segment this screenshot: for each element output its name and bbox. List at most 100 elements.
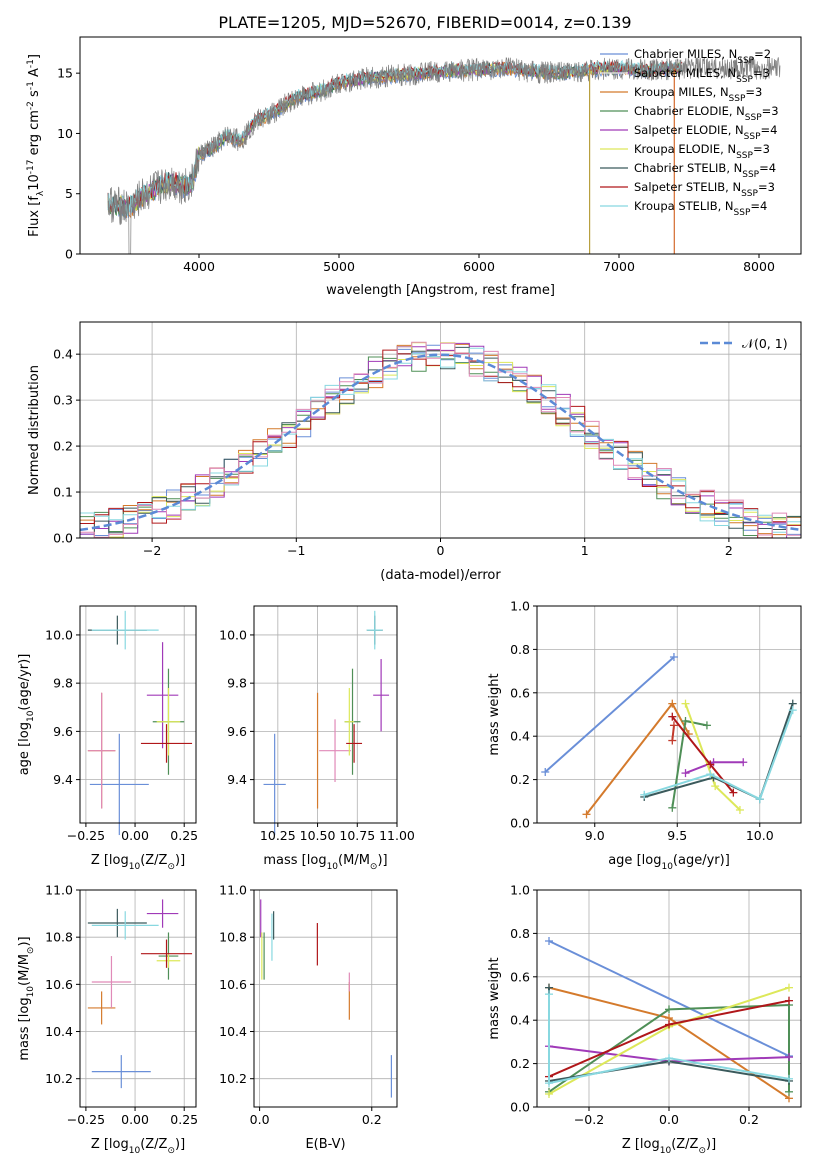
- weight-series-marker: [739, 758, 748, 767]
- legend-label: Chabrier MILES, NSSP=2: [634, 47, 771, 66]
- weight-series-marker: [668, 712, 677, 721]
- model-spectrum-line: [107, 65, 683, 219]
- y-tick-label: 9.6: [53, 724, 73, 739]
- errorbar-point: [140, 724, 193, 763]
- x-tick-label: −0.2: [574, 1112, 604, 1127]
- y-axis-label: Flux [fλ10-17 erg cm-2 s-1 A-1]: [26, 54, 46, 237]
- weight-series-marker: [640, 790, 649, 799]
- errorbar-point: [87, 908, 147, 938]
- x-tick-label: 10.0: [746, 828, 774, 843]
- x-tick-label: 0.25: [170, 828, 198, 843]
- residual-histogram: [80, 347, 801, 533]
- weight-series-marker: [785, 996, 793, 1005]
- weight-series-marker: [665, 1020, 673, 1029]
- y-tick-label: 0.4: [510, 729, 530, 744]
- y-tick-label: 10.8: [219, 930, 247, 945]
- weight-series-marker: [665, 1054, 673, 1063]
- legend-label: Kroupa MILES, NSSP=3: [634, 85, 762, 104]
- x-axis-label: wavelength [Angstrom, rest frame]: [326, 283, 555, 298]
- x-tick-label: 0.2: [362, 1112, 382, 1127]
- weight-series-marker: [681, 699, 690, 708]
- weight-series-line: [685, 761, 744, 775]
- errorbar-point: [263, 733, 286, 836]
- panel-weight_vs_age: 9.0 9.5 10.0 0.0 0.2 0.4 0.6 0.8 1.0 age [log10(a…: [487, 599, 802, 872]
- x-tick-label: 4000: [183, 259, 215, 274]
- weight-series-marker: [735, 805, 744, 814]
- errorbar-point: [346, 724, 363, 763]
- weight-series-marker: [702, 721, 711, 730]
- y-tick-label: 11.0: [45, 883, 73, 898]
- weight-series-marker: [788, 706, 797, 715]
- y-tick-label: 5: [65, 186, 73, 201]
- panel-age_vs_mass: 10.25 10.50 10.75 11.00 9.4 9.6 9.8 10.0 mass [l…: [219, 605, 415, 872]
- axes-frame: [253, 605, 398, 824]
- weight-series-marker: [668, 736, 677, 745]
- errorbar-point: [140, 939, 193, 968]
- y-tick-label: 9.4: [53, 772, 73, 787]
- weight-series-line: [548, 994, 790, 1085]
- errorbar-point: [91, 911, 159, 940]
- x-axis-label: age [log10(age/yr)]: [608, 853, 730, 872]
- errorbar-point: [91, 956, 132, 1008]
- y-tick-label: 0.8: [510, 926, 530, 941]
- y-tick-label: 0.2: [510, 772, 530, 787]
- y-tick-label: 9.6: [227, 724, 247, 739]
- weight-series-marker: [681, 769, 690, 778]
- y-tick-label: 1.0: [510, 883, 530, 898]
- y-tick-label: 10: [57, 126, 73, 141]
- weight-series-marker: [582, 810, 591, 819]
- legend-label: Salpeter MILES, NSSP=3: [634, 66, 770, 85]
- weight-series-marker: [669, 721, 678, 730]
- x-tick-label: 0.0: [250, 1112, 270, 1127]
- figure-title: PLATE=1205, MJD=52670, FIBERID=0014, z=0…: [218, 13, 631, 32]
- errorbar-point: [156, 687, 181, 756]
- weight-series-marker: [785, 983, 793, 992]
- x-axis-label: mass [log10(M/M⊙)]: [263, 853, 387, 872]
- model-spectrum-line: [107, 62, 683, 217]
- weight-series-marker: [711, 782, 720, 791]
- plot-area-mass_vs_ebv: [260, 899, 392, 1098]
- y-tick-label: 10.0: [219, 627, 247, 642]
- x-tick-label: 2: [725, 543, 733, 558]
- plot-area-weight_vs_Z: [545, 936, 793, 1103]
- x-tick-label: −2: [143, 543, 161, 558]
- y-axis-label: age [log10(age/yr)]: [17, 654, 36, 776]
- y-tick-label: 10.2: [219, 1071, 247, 1086]
- errorbar-point: [91, 610, 159, 650]
- errorbar-point: [87, 692, 116, 809]
- legend-label: Salpeter ELODIE, NSSP=4: [634, 123, 777, 142]
- weight-series-marker: [785, 1087, 793, 1096]
- x-axis-label: Z [log10(Z/Z⊙)]: [91, 1137, 185, 1156]
- x-tick-label: 0.0: [659, 1112, 679, 1127]
- weight-series-line: [548, 940, 790, 1057]
- y-tick-label: 10.6: [45, 977, 73, 992]
- y-tick-label: 10.6: [219, 977, 247, 992]
- y-tick-label: 0.6: [510, 685, 530, 700]
- errorbar-point: [91, 1055, 151, 1089]
- axes-frame: [79, 36, 802, 255]
- weight-series-marker: [668, 699, 677, 708]
- x-tick-label: 9.0: [585, 828, 605, 843]
- y-tick-label: 0.8: [510, 642, 530, 657]
- x-tick-label: 10.50: [300, 828, 336, 843]
- errorbar-point: [156, 953, 181, 968]
- axes-frame: [79, 605, 197, 824]
- legend-label: Kroupa ELODIE, NSSP=3: [634, 142, 770, 161]
- errorbar-point: [366, 610, 383, 650]
- errorbar-point: [146, 642, 179, 749]
- axes-frame: [79, 889, 197, 1108]
- y-tick-label: 0.2: [53, 439, 73, 454]
- model-spectrum-line: [107, 62, 683, 217]
- x-axis-label: Z [log10(Z/Z⊙)]: [91, 853, 185, 872]
- weight-series-marker: [755, 795, 764, 804]
- legend-label: Salpeter STELIB, NSSP=3: [634, 180, 775, 199]
- y-tick-label: 10.2: [45, 1071, 73, 1086]
- x-tick-label: 0.2: [739, 1112, 759, 1127]
- errorbar-point: [87, 991, 116, 1025]
- legend-label: Kroupa STELIB, NSSP=4: [634, 199, 767, 218]
- plot-area-mass_vs_Z: [87, 899, 193, 1089]
- errorbar-point: [319, 719, 351, 783]
- y-tick-label: 15: [57, 66, 73, 81]
